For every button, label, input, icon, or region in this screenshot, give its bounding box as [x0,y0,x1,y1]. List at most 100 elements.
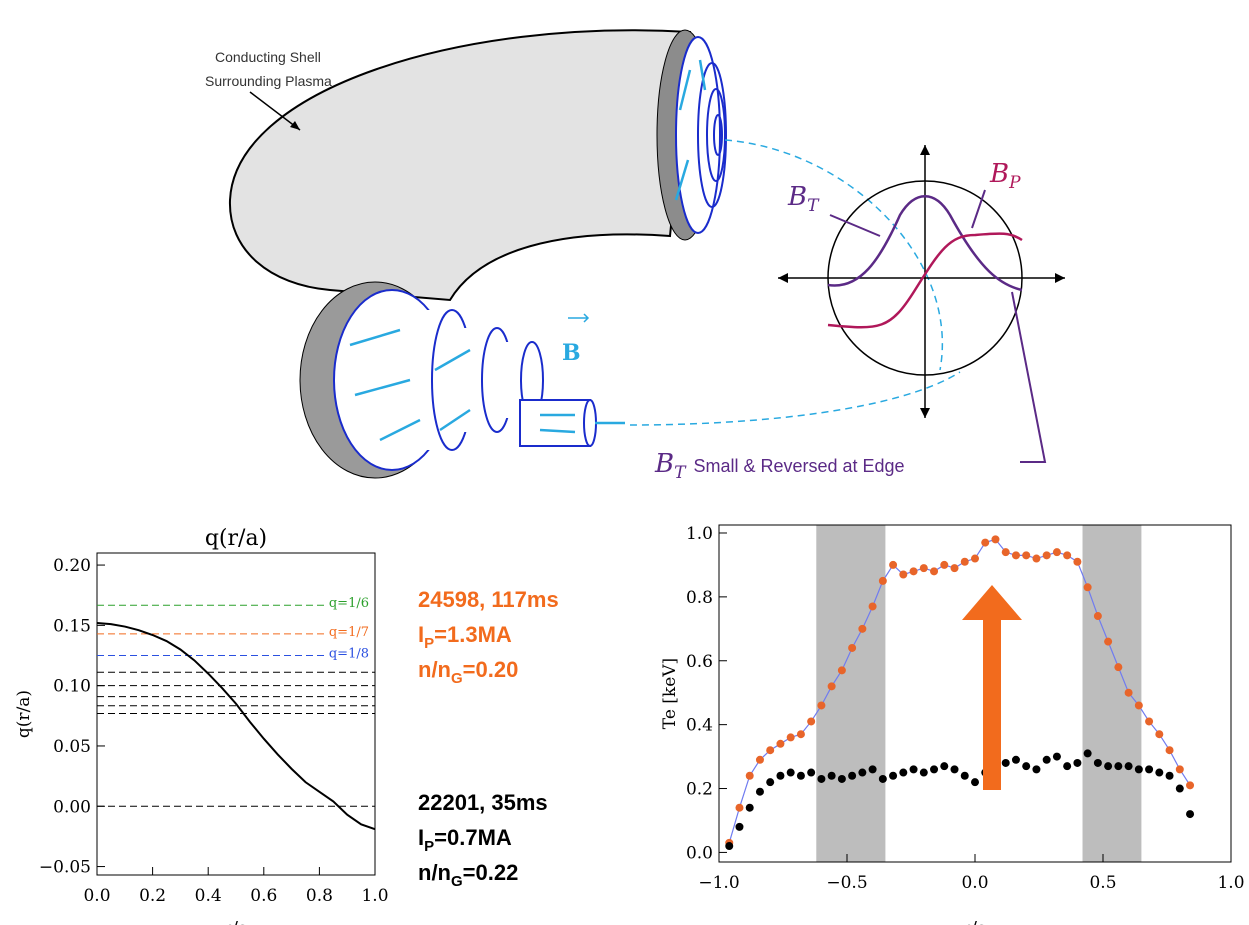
data-point [971,778,979,787]
data-point [1155,730,1164,739]
data-point [909,765,918,774]
annotation-text: 24598, 117ms [418,587,559,612]
annotation-sub: G [451,670,463,687]
data-point [1052,548,1061,557]
y-tick-label: 0.10 [53,677,91,697]
data-point [1042,551,1051,560]
y-axis-label: Te [keV] [660,658,680,729]
bt-sub: T [807,196,820,216]
y-tick-label: 1.0 [686,524,713,544]
data-point [868,765,877,774]
data-point [1063,762,1072,771]
data-point [827,682,836,691]
torus-diagram [228,29,1065,479]
data-point [940,560,949,569]
y-tick-label: −0.05 [39,858,91,878]
x-axis-label: r/a [223,918,249,925]
shell-label: Surrounding Plasma [205,73,332,89]
data-point [889,560,898,569]
bt-main: B [787,182,807,212]
data-point [1145,717,1154,726]
data-point [745,803,754,812]
chart-title: q(r/a) [205,526,267,551]
bt-label: BT [787,182,820,216]
plot-frame [718,524,1232,863]
data-point [735,803,744,812]
data-point [878,576,887,585]
data-point [796,771,805,780]
reference-label: q=1/8 [329,647,369,662]
data-point [1073,557,1082,566]
data-point [1186,781,1195,790]
y-tick-label: 0.00 [53,797,91,817]
y-tick-label: 0.15 [53,616,91,636]
data-line [96,621,376,831]
data-point [858,624,867,633]
annotation: n/nG=0.20 [418,657,518,687]
data-point [971,554,979,563]
y-tick-label: 0.2 [686,780,713,800]
data-point [1011,551,1020,560]
data-point [1022,551,1031,560]
annotation-text: 22201, 35ms [418,790,548,815]
data-point [776,739,785,748]
data-point [766,746,775,755]
data-point [776,771,785,780]
bp-main: B [989,159,1009,189]
x-tick-label: 1.0 [361,886,388,906]
data-point [848,771,857,780]
data-point [1155,768,1164,777]
data-point [858,768,867,777]
data-point [1165,771,1174,780]
reference-label: q=1/7 [329,625,369,640]
data-point [960,557,969,566]
data-point [725,842,734,851]
edge-sub: T [674,463,687,483]
y-axis-label: q(r/a) [14,690,34,738]
data-point [1011,755,1020,764]
data-point [766,778,775,787]
x-tick-label: 0.8 [306,886,333,906]
data-point [1022,762,1031,771]
x-tick-label: 0.5 [1089,873,1116,893]
data-point [950,564,959,573]
data-point [919,768,928,777]
data-point [807,768,816,777]
data-point [1145,765,1154,774]
data-point [960,771,969,780]
data-point [868,602,877,611]
annotation: IP=1.3MA [418,622,512,652]
annotation: 22201, 35ms [418,790,548,815]
annotation-rest: =0.7MA [434,825,512,850]
data-point [1114,663,1123,672]
data-point [1063,551,1072,560]
data-point [1114,762,1123,771]
annotation-main: n/n [418,657,451,682]
annotation: IP=0.7MA [418,825,512,855]
annotation-main: n/n [418,860,451,885]
shell-label: Conducting Shell [215,49,321,65]
annotation-main: I [418,825,424,850]
data-point [735,822,744,831]
data-point [909,567,918,576]
x-tick-label: −0.5 [826,873,867,893]
edge-text: Small & Reversed at Edge [693,456,904,476]
data-point [878,774,887,783]
y-tick-label: 0.05 [53,737,91,757]
data-point [1104,762,1113,771]
series-line [728,538,1191,844]
data-point [1032,554,1041,563]
annotation-sub: P [424,635,434,652]
data-point [848,643,857,652]
x-tick-label: 0.6 [250,886,277,906]
data-point [1134,765,1143,774]
data-point [827,771,836,780]
annotation-sub: P [424,838,434,855]
edge-label: BT Small & Reversed at Edge [654,449,905,483]
data-point [1175,765,1184,774]
edge-main: B [654,449,674,479]
data-point [1104,637,1113,646]
annotation: n/nG=0.22 [418,860,518,890]
